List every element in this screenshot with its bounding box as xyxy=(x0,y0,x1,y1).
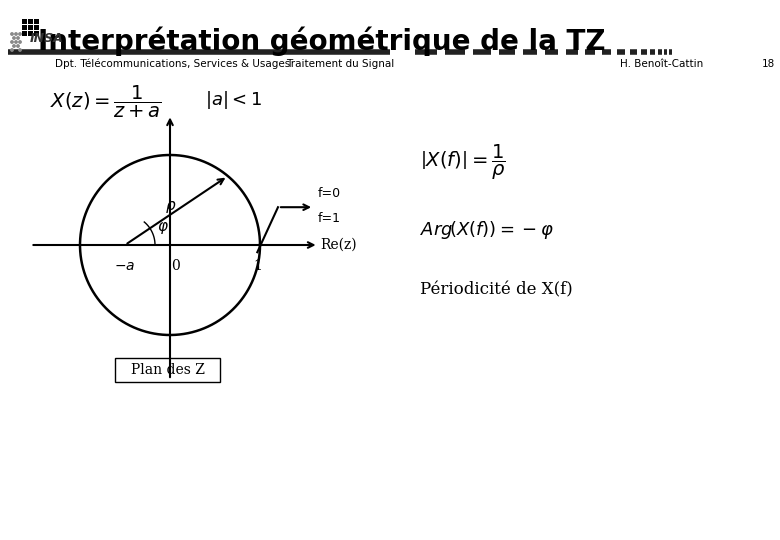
Circle shape xyxy=(12,37,15,39)
Text: $-a$: $-a$ xyxy=(115,259,136,273)
Text: $\varphi$: $\varphi$ xyxy=(157,220,169,236)
Bar xyxy=(22,31,27,36)
Text: Interprétation géométrique de la TZ: Interprétation géométrique de la TZ xyxy=(38,27,605,57)
Text: $Arg\!\left(X(f)\right)=-\varphi$: $Arg\!\left(X(f)\right)=-\varphi$ xyxy=(420,219,554,241)
Text: 0: 0 xyxy=(171,259,179,273)
Text: H. Benoît-Cattin: H. Benoît-Cattin xyxy=(620,59,704,69)
Circle shape xyxy=(17,45,20,47)
Circle shape xyxy=(19,41,21,43)
Bar xyxy=(28,19,33,24)
Bar xyxy=(28,31,33,36)
Text: $\left|X(f)\right|=\dfrac{1}{\rho}$: $\left|X(f)\right|=\dfrac{1}{\rho}$ xyxy=(420,143,505,181)
Circle shape xyxy=(11,41,13,43)
Bar xyxy=(22,19,27,24)
Text: INSA: INSA xyxy=(30,31,64,44)
Bar xyxy=(115,358,220,382)
Bar xyxy=(28,25,33,30)
Circle shape xyxy=(11,33,13,35)
Circle shape xyxy=(15,33,17,35)
Text: Traitement du Signal: Traitement du Signal xyxy=(286,59,394,69)
Text: 1: 1 xyxy=(254,259,262,273)
Text: Périodicité de X(f): Périodicité de X(f) xyxy=(420,281,573,299)
Text: f=0: f=0 xyxy=(318,187,341,200)
Circle shape xyxy=(15,41,17,43)
Circle shape xyxy=(19,33,21,35)
Bar xyxy=(22,25,27,30)
Circle shape xyxy=(11,49,13,51)
Text: $\rho$: $\rho$ xyxy=(165,199,176,215)
Text: Dpt. Télécommunications, Services & Usages: Dpt. Télécommunications, Services & Usag… xyxy=(55,59,290,69)
Bar xyxy=(34,19,39,24)
Text: Plan des Z: Plan des Z xyxy=(130,363,204,377)
Text: 18: 18 xyxy=(762,59,775,69)
Text: $X(z)=\dfrac{1}{z+a}$: $X(z)=\dfrac{1}{z+a}$ xyxy=(50,84,161,120)
Circle shape xyxy=(19,49,21,51)
Text: f=1: f=1 xyxy=(318,212,341,225)
Bar xyxy=(34,25,39,30)
Text: $|a|{<}1$: $|a|{<}1$ xyxy=(205,89,262,111)
Circle shape xyxy=(17,37,20,39)
Bar xyxy=(34,31,39,36)
Text: Re(z): Re(z) xyxy=(321,238,357,252)
Circle shape xyxy=(12,45,15,47)
